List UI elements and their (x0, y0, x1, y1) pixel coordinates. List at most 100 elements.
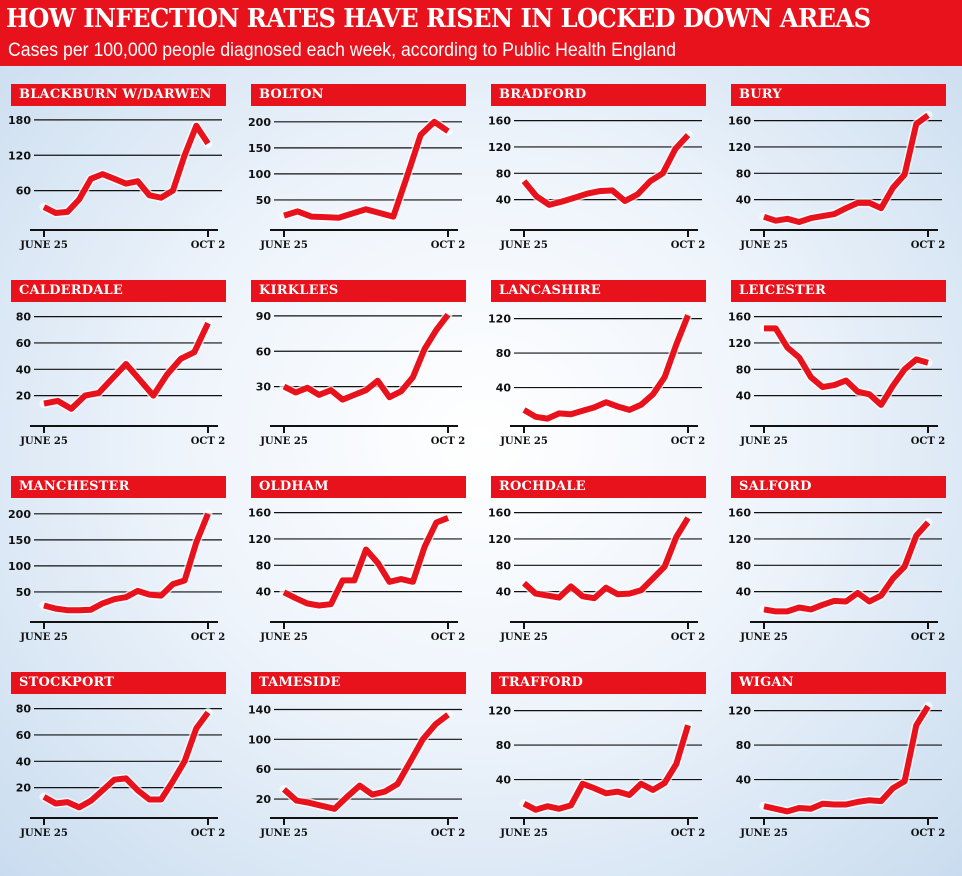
line-chart: 50 100 150 200 JUNE 25 OCT 2 (8, 508, 226, 643)
line-chart: 40 80 120 160 JUNE 25 OCT 2 (728, 311, 946, 447)
y-tick-label: 40 (736, 774, 752, 787)
line-chart: 50 100 150 200 JUNE 25 OCT 2 (248, 116, 465, 251)
chart-title: BURY (731, 84, 946, 106)
x-label-start: JUNE 25 (19, 436, 68, 447)
line-chart: 60 120 180 JUNE 25 OCT 2 (8, 114, 225, 251)
y-tick-label: 60 (16, 185, 32, 198)
chart-panel: KIRKLEES 30 60 90 JUNE 25 OCT 2 (240, 262, 480, 458)
x-label-end: OCT 2 (911, 436, 946, 447)
y-tick-label: 120 (728, 337, 751, 350)
x-label-start: JUNE 25 (499, 632, 548, 643)
series-line (283, 118, 450, 221)
y-tick-label: 40 (736, 586, 752, 599)
line-chart: 40 80 120 JUNE 25 OCT 2 (488, 310, 706, 447)
chart-panel: TAMESIDE 20 60 100 140 JUNE 25 OCT 2 (240, 654, 480, 850)
y-tick-label: 80 (16, 703, 32, 716)
series-line (43, 512, 211, 614)
chart-title: BRADFORD (491, 84, 706, 106)
line-chart: 20 60 100 140 JUNE 25 OCT 2 (248, 703, 466, 839)
series-line (522, 314, 691, 422)
x-label-end: OCT 2 (191, 436, 226, 447)
chart-panel: LANCASHIRE 40 80 120 JUNE 25 OCT 2 (480, 262, 720, 458)
y-tick-label: 160 (728, 311, 751, 324)
y-tick-label: 120 (8, 149, 31, 162)
series-line (282, 312, 451, 403)
chart-panel: LEICESTER 40 80 120 160 JUNE 25 OCT 2 (720, 262, 960, 458)
y-tick-label: 120 (728, 705, 751, 718)
chart-title: CALDERDALE (11, 280, 226, 302)
y-tick-label: 100 (8, 560, 31, 573)
series-line-halo (759, 701, 933, 816)
series-line (763, 112, 930, 225)
x-label-end: OCT 2 (191, 632, 226, 643)
x-label-start: JUNE 25 (739, 632, 788, 643)
x-label-end: OCT 2 (431, 436, 466, 447)
y-tick-label: 40 (736, 390, 752, 403)
y-tick-label: 50 (16, 586, 32, 599)
chart-title: BOLTON (251, 84, 466, 106)
series-line (282, 515, 450, 609)
chart-title: TAMESIDE (251, 672, 466, 694)
y-tick-label: 50 (256, 194, 272, 207)
chart-title: TRAFFORD (491, 672, 706, 694)
chart-title: WIGAN (731, 672, 946, 694)
chart-title: ROCHDALE (491, 476, 706, 498)
y-tick-label: 40 (496, 382, 512, 395)
x-label-start: JUNE 25 (259, 828, 308, 839)
y-tick-label: 120 (728, 141, 751, 154)
y-tick-label: 150 (248, 142, 271, 155)
x-label-end: OCT 2 (431, 828, 466, 839)
line-chart: 20 40 60 80 JUNE 25 OCT 2 (16, 703, 226, 839)
y-tick-label: 40 (16, 755, 32, 768)
y-tick-label: 200 (248, 116, 271, 129)
y-tick-label: 20 (16, 782, 32, 795)
chart-panel: STOCKPORT 20 40 60 80 JUNE 25 OCT 2 (0, 654, 240, 850)
y-tick-label: 80 (736, 739, 752, 752)
x-label-end: OCT 2 (671, 632, 706, 643)
y-tick-label: 160 (488, 507, 511, 520)
line-chart: 40 80 120 160 JUNE 25 OCT 2 (248, 507, 465, 643)
line-chart: 40 80 120 160 JUNE 25 OCT 2 (488, 115, 705, 251)
chart-panel: TRAFFORD 40 80 120 JUNE 25 OCT 2 (480, 654, 720, 850)
y-tick-label: 40 (496, 194, 512, 207)
series-line (282, 712, 450, 812)
chart-title: BLACKBURN W/DARWEN (11, 84, 226, 106)
x-label-start: JUNE 25 (259, 632, 308, 643)
y-tick-label: 120 (728, 533, 751, 546)
chart-panel: CALDERDALE 20 40 60 80 JUNE 25 OCT 2 (0, 262, 240, 458)
y-tick-label: 100 (248, 733, 271, 746)
subtitle: Cases per 100,000 people diagnosed each … (8, 40, 677, 61)
line-chart: 40 80 120 160 JUNE 25 OCT 2 (728, 110, 946, 251)
chart-title: LEICESTER (731, 280, 946, 302)
series-line-halo (519, 720, 693, 815)
y-tick-label: 120 (488, 141, 511, 154)
x-label-end: OCT 2 (911, 240, 946, 251)
y-tick-label: 160 (728, 115, 751, 128)
y-tick-label: 40 (496, 586, 512, 599)
line-chart: 40 80 120 160 JUNE 25 OCT 2 (488, 507, 706, 643)
chart-panel: MANCHESTER 50 100 150 200 JUNE 25 OCT 2 (0, 458, 240, 654)
y-tick-label: 80 (496, 739, 512, 752)
x-label-end: OCT 2 (191, 828, 226, 839)
y-tick-label: 180 (8, 114, 31, 127)
line-chart: 20 40 60 80 JUNE 25 OCT 2 (16, 311, 226, 447)
y-tick-label: 80 (496, 559, 512, 572)
series-line-halo (39, 121, 213, 218)
line-chart: 40 80 120 JUNE 25 OCT 2 (728, 701, 945, 839)
y-tick-label: 150 (8, 534, 31, 547)
series-line-halo (279, 513, 453, 610)
y-tick-label: 120 (488, 705, 511, 718)
x-label-end: OCT 2 (671, 436, 706, 447)
series-line (763, 704, 931, 815)
y-tick-label: 60 (256, 763, 272, 776)
chart-title: STOCKPORT (11, 672, 226, 694)
chart-panel: BURY 40 80 120 160 JUNE 25 OCT 2 (720, 66, 960, 262)
chart-title: SALFORD (731, 476, 946, 498)
chart-title: OLDHAM (251, 476, 466, 498)
x-label-start: JUNE 25 (499, 828, 548, 839)
x-label-start: JUNE 25 (19, 632, 68, 643)
y-tick-label: 20 (16, 390, 32, 403)
y-tick-label: 40 (16, 363, 32, 376)
series-line (522, 724, 691, 813)
x-label-start: JUNE 25 (259, 436, 308, 447)
